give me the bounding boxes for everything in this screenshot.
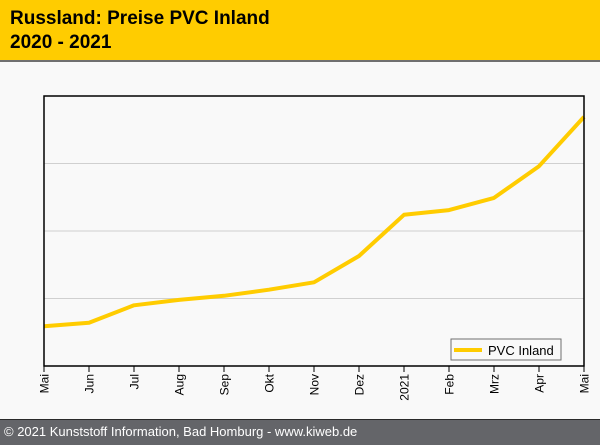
x-tick-label: Feb [443, 374, 457, 395]
title-line-2: 2020 - 2021 [10, 32, 112, 53]
x-tick-label: Jun [83, 374, 97, 393]
x-tick-label: Sep [218, 374, 232, 396]
x-tick-label: Mrz [488, 374, 502, 394]
copyright-text: © 2021 Kunststoff Information, Bad Hombu… [4, 424, 358, 439]
x-tick-label: Mai [578, 374, 592, 393]
footer-bar: © 2021 Kunststoff Information, Bad Hombu… [0, 419, 600, 445]
x-tick-label: 2021 [398, 374, 412, 401]
x-tick-label: Aug [173, 374, 187, 395]
legend-box [450, 338, 562, 361]
legend: PVC Inland [450, 338, 562, 361]
x-tick-label: Apr [533, 374, 547, 393]
title-line-1: Russland: Preise PVC Inland [10, 8, 270, 29]
x-tick-label: Jul [128, 374, 142, 389]
gridlines [44, 163, 584, 299]
legend-label: PVC Inland [488, 343, 554, 358]
x-tick-label: Mai [38, 374, 52, 393]
x-tick-label: Dez [353, 374, 367, 395]
header-bar: Russland: Preise PVC Inland 2020 - 2021 [0, 0, 600, 62]
x-tick-label: Nov [308, 374, 322, 395]
x-tick-label: Okt [263, 373, 277, 392]
x-axis-labels: Mai Jun Jul Aug Sep Okt Nov Dez 2021 Feb Mrz Apr Mai [38, 373, 592, 400]
chart-title: Russland: Preise PVC Inland 2020 - 2021 [10, 7, 270, 55]
series-line-pvc-inland [43, 115, 586, 329]
plot-frame [43, 95, 585, 367]
line-chart: Mai Jun Jul Aug Sep Okt Nov Dez 2021 Feb Mrz Apr Mai… [38, 95, 592, 401]
x-axis-ticks [43, 366, 585, 372]
